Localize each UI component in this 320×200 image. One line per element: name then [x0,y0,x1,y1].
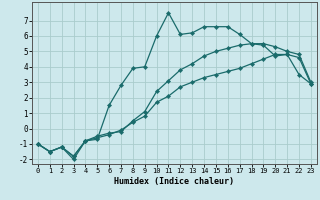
X-axis label: Humidex (Indice chaleur): Humidex (Indice chaleur) [115,177,234,186]
